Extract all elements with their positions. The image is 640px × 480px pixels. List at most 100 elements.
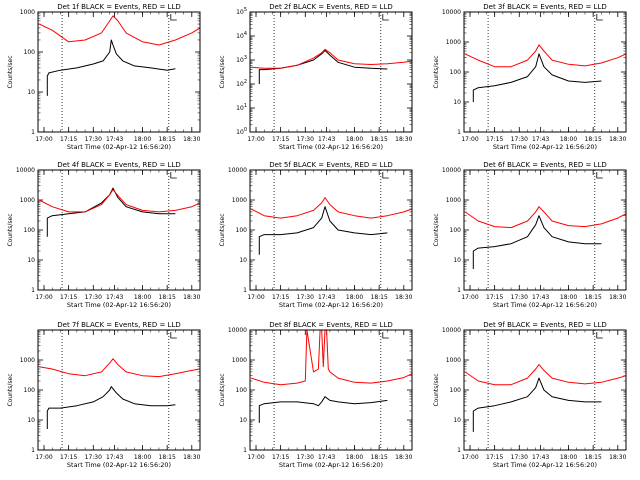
x-tick-label: 17:00 xyxy=(247,136,264,143)
x-tick-label: 18:00 xyxy=(134,136,151,143)
series-events-line xyxy=(258,206,388,255)
y-tick-label: 10 xyxy=(27,417,35,424)
y-tick-label: 10000 xyxy=(228,167,247,174)
x-tick-label: 18:00 xyxy=(560,136,577,143)
y-tick-label: 10000 xyxy=(16,167,35,174)
chart-panel-1: Det 1f BLACK = Events, RED = LLD Counts/s… xyxy=(7,3,201,151)
plot-frame xyxy=(463,169,627,291)
y-tick-label: 1 xyxy=(31,287,35,294)
y-axis-label: Counts/sec xyxy=(7,373,14,406)
chart-title: Det 9f BLACK = Events, RED = LLD xyxy=(483,321,606,329)
x-axis-label: Start Time (02-Apr-12 16:56:20) xyxy=(67,461,171,469)
x-tick-label: 17:43 xyxy=(106,136,123,143)
x-tick-label: 17:43 xyxy=(318,136,335,143)
y-axis-label: Counts/sec xyxy=(433,373,440,406)
plot-frame xyxy=(37,329,201,451)
x-axis-label: Start Time (02-Apr-12 16:56:20) xyxy=(493,143,597,151)
x-tick-label: 18:15 xyxy=(159,294,176,301)
y-axis-label: Counts/sec xyxy=(7,213,14,246)
x-tick-label: 17:30 xyxy=(85,136,102,143)
end-marker-bracket xyxy=(596,14,603,21)
series-events-line xyxy=(258,396,388,423)
x-tick-label: 17:15 xyxy=(486,136,503,143)
series-lld-line xyxy=(39,358,201,378)
x-tick-label: 18:30 xyxy=(609,136,626,143)
end-marker-bracket xyxy=(382,14,389,21)
x-tick-label: 18:30 xyxy=(395,136,412,143)
y-tick-label: 1000 xyxy=(232,357,247,364)
x-axis-label: Start Time (02-Apr-12 16:56:20) xyxy=(493,461,597,469)
y-tick-label: 100 xyxy=(236,227,248,234)
y-tick-label: 10 xyxy=(27,257,35,264)
y-tick-label: 10 xyxy=(239,257,247,264)
y-tick-label: 10000 xyxy=(442,327,461,334)
y-tick-label: 100 xyxy=(24,49,36,56)
series-lld-line xyxy=(250,197,413,219)
chart-panel-9: Det 9f BLACK = Events, RED = LLD Counts/s… xyxy=(433,321,627,469)
y-axis-label: Counts/sec xyxy=(7,55,14,88)
y-tick-label: 100 xyxy=(450,69,462,76)
chart-panel-4: Det 4f BLACK = Events, RED = LLD Counts/s… xyxy=(7,161,201,309)
x-tick-label: 17:00 xyxy=(247,454,264,461)
series-events-line xyxy=(258,49,388,84)
y-tick-label: 10 xyxy=(453,99,461,106)
series-lld-line xyxy=(464,364,627,386)
x-tick-label: 17:43 xyxy=(532,454,549,461)
x-tick-label: 18:15 xyxy=(585,454,602,461)
x-tick-label: 17:30 xyxy=(297,294,314,301)
y-tick-label: 10 xyxy=(453,417,461,424)
x-tick-label: 18:00 xyxy=(346,294,363,301)
y-tick-label: 1 xyxy=(457,129,461,136)
x-tick-label: 18:30 xyxy=(395,294,412,301)
x-tick-label: 18:00 xyxy=(560,294,577,301)
chart-panel-6: Det 6f BLACK = Events, RED = LLD Counts/s… xyxy=(433,161,627,309)
end-marker-bracket xyxy=(382,172,389,179)
x-tick-label: 17:15 xyxy=(60,294,77,301)
x-tick-label: 18:15 xyxy=(585,294,602,301)
chart-panel-8: Det 8f BLACK = Events, RED = LLD Counts/s… xyxy=(219,321,413,469)
series-events-line xyxy=(472,53,602,102)
y-tick-label: 10000 xyxy=(442,167,461,174)
y-axis-label: Counts/sec xyxy=(219,373,226,406)
x-tick-label: 17:00 xyxy=(35,454,52,461)
y-tick-label: 1 xyxy=(457,447,461,454)
y-tick-label: 1 xyxy=(457,287,461,294)
y-tick-label: 105 xyxy=(236,7,247,16)
chart-panel-5: Det 5f BLACK = Events, RED = LLD Counts/s… xyxy=(219,161,413,309)
series-lld-line xyxy=(464,206,627,229)
chart-title: Det 7f BLACK = Events, RED = LLD xyxy=(57,321,180,329)
x-tick-label: 18:00 xyxy=(346,136,363,143)
y-tick-label: 10 xyxy=(453,257,461,264)
y-tick-label: 100 xyxy=(24,227,36,234)
y-tick-label: 10000 xyxy=(228,327,247,334)
x-tick-label: 17:43 xyxy=(106,294,123,301)
y-tick-label: 1000 xyxy=(20,9,35,16)
y-tick-label: 104 xyxy=(236,31,247,40)
x-tick-label: 17:00 xyxy=(461,294,478,301)
y-tick-label: 100 xyxy=(236,387,248,394)
x-tick-label: 18:30 xyxy=(183,454,200,461)
chart-title: Det 3f BLACK = Events, RED = LLD xyxy=(483,3,606,11)
x-tick-label: 18:30 xyxy=(609,454,626,461)
chart-panel-7: Det 7f BLACK = Events, RED = LLD Counts/s… xyxy=(7,321,201,469)
x-tick-label: 17:15 xyxy=(272,294,289,301)
x-tick-label: 17:30 xyxy=(297,136,314,143)
chart-title: Det 6f BLACK = Events, RED = LLD xyxy=(483,161,606,169)
x-tick-label: 18:30 xyxy=(183,136,200,143)
y-tick-label: 10 xyxy=(27,89,35,96)
x-tick-label: 18:30 xyxy=(609,294,626,301)
chart-panel-3: Det 3f BLACK = Events, RED = LLD Counts/s… xyxy=(433,3,627,151)
x-tick-label: 17:15 xyxy=(272,454,289,461)
x-tick-label: 17:43 xyxy=(106,454,123,461)
plot-frame xyxy=(463,329,627,451)
x-tick-label: 17:00 xyxy=(35,136,52,143)
x-tick-label: 17:00 xyxy=(461,136,478,143)
series-lld-line xyxy=(38,15,201,46)
x-tick-label: 17:43 xyxy=(318,454,335,461)
x-tick-label: 17:30 xyxy=(85,454,102,461)
x-tick-label: 18:15 xyxy=(371,454,388,461)
y-axis-label: Counts/sec xyxy=(219,213,226,246)
chart-title: Det 1f BLACK = Events, RED = LLD xyxy=(57,3,180,11)
x-tick-label: 18:15 xyxy=(371,294,388,301)
chart-title: Det 4f BLACK = Events, RED = LLD xyxy=(57,161,180,169)
